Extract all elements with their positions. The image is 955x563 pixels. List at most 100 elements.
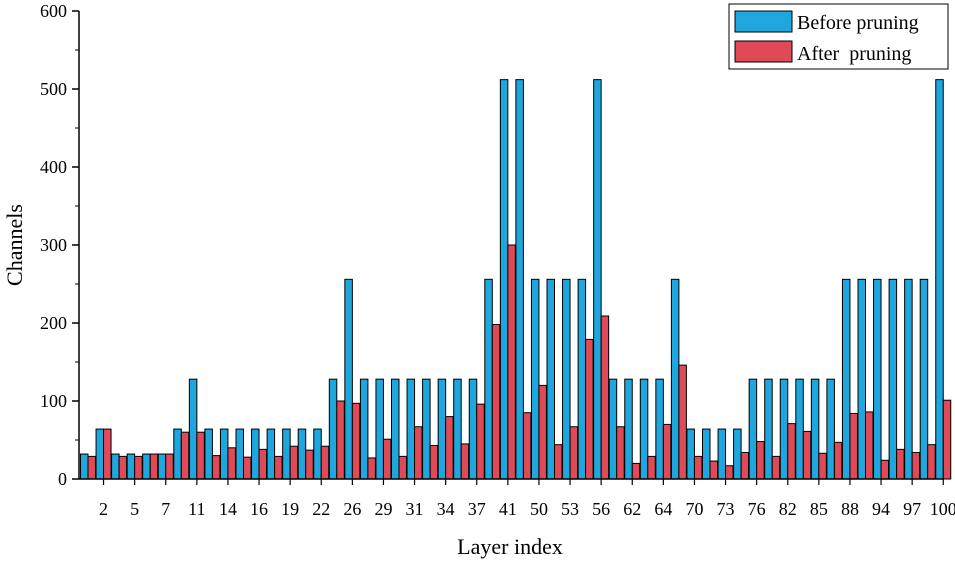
bar-before-19 bbox=[359, 378, 369, 480]
bar-before-10 bbox=[219, 428, 229, 480]
bar-before-7 bbox=[173, 428, 182, 480]
x-tick-label-56: 56 bbox=[592, 499, 610, 519]
bar-after-24 bbox=[445, 416, 454, 480]
x-tick-label-85: 85 bbox=[810, 499, 828, 519]
x-tick-label-11: 11 bbox=[188, 499, 205, 519]
x-tick-label-94: 94 bbox=[872, 499, 890, 519]
legend: Before pruning After pruning bbox=[728, 3, 949, 70]
bar-before-36 bbox=[624, 378, 633, 480]
bar-after-12 bbox=[258, 448, 268, 480]
x-tick-label-26: 26 bbox=[343, 499, 361, 519]
x-tick-label-50: 50 bbox=[530, 499, 548, 519]
bar-before-49 bbox=[826, 378, 835, 480]
bar-before-17 bbox=[328, 378, 338, 480]
bar-after-4 bbox=[134, 455, 143, 480]
bar-after-17 bbox=[336, 400, 345, 480]
bar-before-29 bbox=[515, 79, 524, 480]
bar-after-34 bbox=[600, 315, 610, 480]
bar-after-30 bbox=[538, 384, 547, 480]
bar-after-55 bbox=[927, 444, 936, 480]
bar-after-22 bbox=[414, 426, 423, 480]
bar-after-44 bbox=[756, 441, 765, 480]
bar-after-35 bbox=[616, 426, 625, 480]
bar-after-51 bbox=[865, 411, 874, 480]
bar-before-34 bbox=[593, 79, 602, 480]
x-tick-label-53: 53 bbox=[561, 499, 579, 519]
bar-after-6 bbox=[165, 453, 174, 480]
bar-after-48 bbox=[818, 452, 827, 480]
bar-before-47 bbox=[795, 378, 804, 480]
bar-before-20 bbox=[375, 378, 384, 480]
x-axis-title: Layer index bbox=[457, 534, 563, 559]
bar-before-33 bbox=[577, 278, 587, 480]
y-tick-label-200: 200 bbox=[40, 313, 67, 333]
bar-after-43 bbox=[740, 451, 750, 480]
bar-after-53 bbox=[896, 448, 905, 480]
bar-after-52 bbox=[880, 459, 890, 480]
bar-before-56 bbox=[935, 79, 944, 480]
x-tick-label-29: 29 bbox=[374, 499, 392, 519]
bar-after-49 bbox=[833, 441, 843, 480]
bar-before-9 bbox=[204, 428, 213, 480]
bar-after-16 bbox=[320, 445, 330, 480]
bar-before-40 bbox=[686, 428, 695, 480]
bar-after-36 bbox=[631, 462, 641, 480]
bar-after-7 bbox=[180, 431, 190, 480]
bar-after-28 bbox=[507, 244, 516, 480]
bar-before-42 bbox=[717, 428, 727, 480]
x-tick-label-5: 5 bbox=[130, 499, 139, 519]
legend-swatch-before bbox=[734, 10, 793, 33]
bar-after-40 bbox=[693, 455, 703, 480]
bar-before-52 bbox=[873, 278, 882, 480]
x-tick-label-16: 16 bbox=[250, 499, 268, 519]
bar-after-45 bbox=[771, 455, 781, 480]
x-tick-label-37: 37 bbox=[468, 499, 486, 519]
bar-before-45 bbox=[764, 378, 773, 480]
bar-before-37 bbox=[639, 378, 649, 480]
bar-after-56 bbox=[942, 399, 952, 480]
x-tick-label-31: 31 bbox=[406, 499, 424, 519]
bar-after-2 bbox=[103, 428, 112, 480]
bar-after-47 bbox=[802, 430, 812, 480]
bar-after-46 bbox=[787, 423, 796, 480]
bar-before-27 bbox=[484, 278, 493, 480]
bar-after-41 bbox=[709, 460, 718, 480]
bar-before-2 bbox=[95, 428, 105, 480]
bar-after-11 bbox=[243, 456, 252, 480]
bar-before-55 bbox=[919, 278, 929, 480]
x-tick-label-62: 62 bbox=[623, 499, 641, 519]
y-tick-label-0: 0 bbox=[58, 469, 67, 489]
bar-before-28 bbox=[499, 79, 509, 480]
x-tick-label-76: 76 bbox=[748, 499, 766, 519]
bar-after-14 bbox=[289, 445, 299, 480]
bar-after-3 bbox=[118, 455, 128, 480]
bar-before-3 bbox=[111, 453, 120, 480]
bar-after-19 bbox=[367, 457, 376, 480]
bar-after-38 bbox=[662, 423, 672, 480]
bar-before-38 bbox=[655, 378, 664, 480]
bar-before-5 bbox=[142, 453, 151, 480]
x-tick-label-41: 41 bbox=[499, 499, 517, 519]
bar-after-15 bbox=[305, 449, 314, 480]
x-tick-label-73: 73 bbox=[717, 499, 735, 519]
bar-before-25 bbox=[453, 378, 462, 480]
bar-before-22 bbox=[406, 378, 416, 480]
bar-after-21 bbox=[398, 455, 407, 480]
legend-label-after: After pruning bbox=[797, 43, 911, 65]
bar-before-16 bbox=[313, 428, 322, 480]
bar-after-42 bbox=[725, 465, 734, 480]
bar-before-50 bbox=[841, 278, 851, 480]
bar-after-26 bbox=[476, 403, 485, 480]
bar-before-30 bbox=[530, 278, 540, 480]
bar-after-18 bbox=[351, 402, 361, 480]
x-tick-label-14: 14 bbox=[219, 499, 237, 519]
bar-after-33 bbox=[585, 338, 594, 480]
x-tick-label-7: 7 bbox=[161, 499, 170, 519]
bar-before-8 bbox=[188, 378, 198, 480]
bar-after-23 bbox=[429, 444, 439, 480]
x-tick-label-70: 70 bbox=[685, 499, 703, 519]
bar-after-32 bbox=[569, 426, 579, 480]
bar-before-11 bbox=[235, 428, 244, 480]
bar-after-10 bbox=[227, 447, 236, 480]
